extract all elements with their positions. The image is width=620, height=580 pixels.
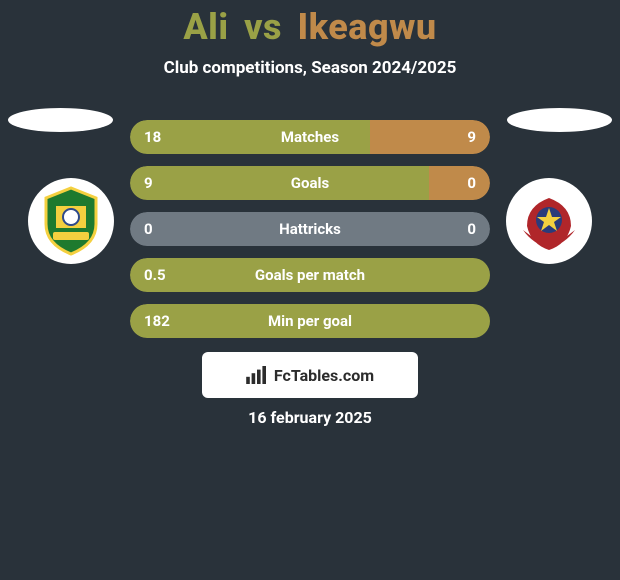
vs-separator: vs [244,6,282,48]
player1-name: Ali [183,6,228,48]
stat-label: Matches [130,120,490,154]
bars-icon [246,366,268,384]
player1-silhouette [8,108,113,132]
stat-label: Goals [130,166,490,200]
subtitle: Club competitions, Season 2024/2025 [0,58,620,78]
player2-silhouette [507,108,612,132]
stat-row: 0.5Goals per match [130,258,490,292]
stat-label: Min per goal [130,304,490,338]
stat-row: 00Hattricks [130,212,490,246]
watermark: FcTables.com [202,352,418,398]
stat-row: 182Min per goal [130,304,490,338]
stat-row: 90Goals [130,166,490,200]
player2-name: Ikeagwu [297,6,436,48]
player1-club-badge [28,178,114,264]
stat-row: 189Matches [130,120,490,154]
stats-chart: 189Matches 90Goals 00Hattricks 0.5Goals per… [130,120,490,350]
player2-club-badge [506,178,592,264]
stat-label: Hattricks [130,212,490,246]
club2-crest-icon [519,186,579,256]
comparison-title: Ali vs Ikeagwu [0,0,620,48]
footer-date: 16 february 2025 [0,408,620,427]
stat-label: Goals per match [130,258,490,292]
watermark-text: FcTables.com [274,366,374,385]
club1-crest-icon [41,186,101,256]
